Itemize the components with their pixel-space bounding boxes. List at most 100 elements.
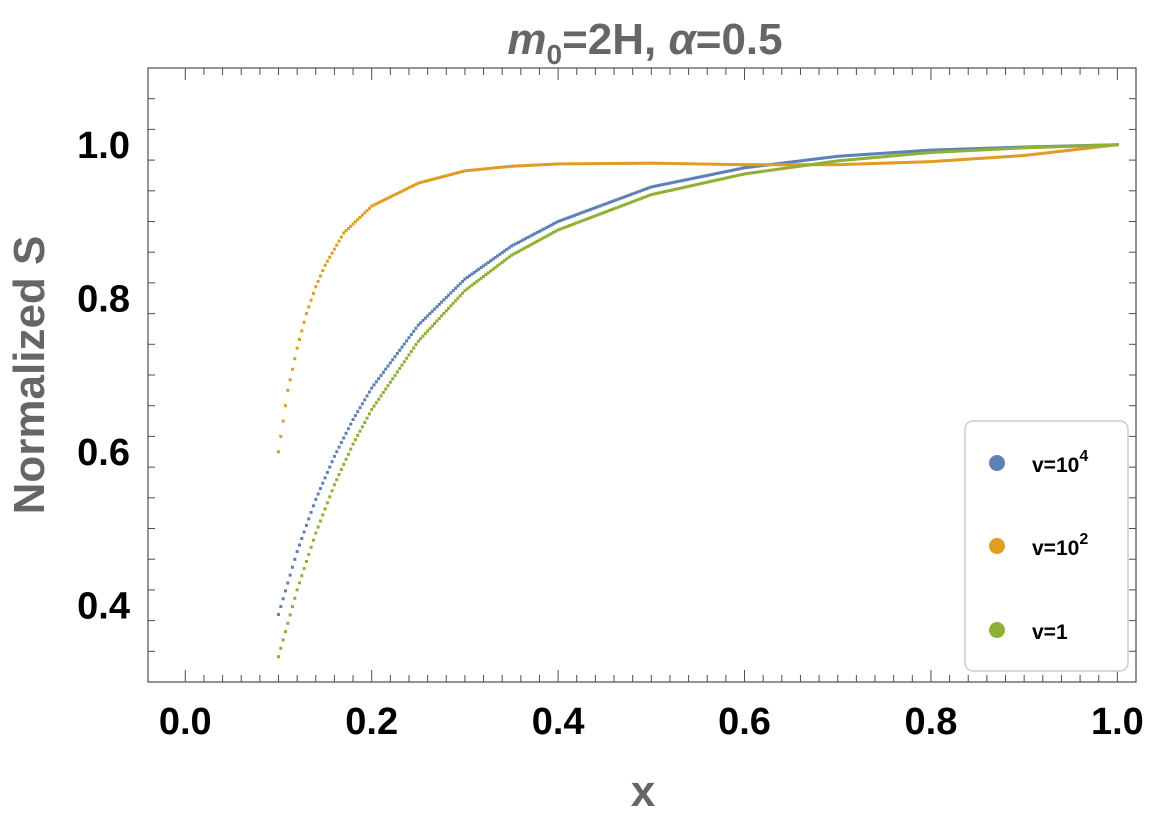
data-point [309, 298, 313, 302]
data-point [812, 162, 816, 166]
data-point [370, 204, 374, 208]
data-point [447, 293, 451, 297]
data-point [1048, 145, 1052, 149]
data-point [682, 178, 686, 182]
data-point [523, 164, 527, 168]
data-point [712, 172, 716, 176]
data-point [1097, 145, 1101, 149]
data-point [554, 162, 558, 166]
data-point [770, 163, 774, 167]
data-point [603, 210, 607, 214]
data-point [705, 180, 709, 184]
data-point [370, 408, 374, 412]
data-point [689, 184, 693, 188]
data-point [279, 434, 283, 438]
data-point [915, 160, 919, 164]
data-point [738, 163, 742, 167]
data-point [845, 162, 849, 166]
data-point [1024, 146, 1028, 150]
data-point [845, 158, 849, 162]
data-point [414, 343, 418, 347]
data-point [537, 163, 541, 167]
data-point [1111, 143, 1115, 147]
data-point [952, 149, 956, 153]
data-point [1092, 145, 1096, 149]
data-point [276, 612, 280, 616]
data-point [677, 162, 681, 166]
data-point [568, 162, 572, 166]
data-point [561, 218, 565, 222]
data-point [819, 156, 823, 160]
data-point [955, 158, 959, 162]
data-point [1069, 148, 1073, 152]
data-point [325, 259, 329, 263]
data-point [777, 163, 781, 167]
data-point [703, 174, 707, 178]
data-point [363, 398, 367, 402]
data-point [717, 178, 721, 182]
data-point [980, 148, 984, 152]
data-point [857, 157, 861, 161]
data-point [878, 155, 882, 159]
data-point [321, 513, 325, 517]
data-point [964, 147, 968, 151]
data-point [561, 226, 565, 230]
data-point [440, 314, 444, 318]
data-point [631, 192, 635, 196]
data-point [847, 158, 851, 162]
data-point [775, 167, 779, 171]
legend-marker-v1e4 [989, 455, 1005, 471]
data-point [1090, 146, 1094, 150]
data-point [484, 167, 488, 171]
data-point [971, 148, 975, 152]
data-point [358, 406, 362, 410]
data-point [1071, 148, 1075, 152]
data-point [325, 470, 329, 474]
data-point [1043, 151, 1047, 155]
data-point [568, 215, 572, 219]
data-point [675, 187, 679, 191]
data-point [472, 282, 476, 286]
data-point [519, 248, 523, 252]
data-point [868, 156, 872, 160]
data-point [463, 277, 467, 281]
data-point [579, 219, 583, 223]
data-point [990, 147, 994, 151]
data-point [533, 232, 537, 236]
data-point [754, 164, 758, 168]
data-point [295, 550, 299, 554]
data-point [551, 222, 555, 226]
data-point [929, 148, 933, 152]
data-point [920, 160, 924, 164]
data-point [307, 517, 311, 521]
data-point [316, 279, 320, 283]
data-point [300, 329, 304, 333]
data-point [929, 160, 933, 164]
data-point [575, 213, 579, 217]
data-point [978, 156, 982, 160]
data-point [701, 181, 705, 185]
data-point [997, 147, 1001, 151]
data-point [477, 167, 481, 171]
data-point [710, 172, 714, 176]
data-point [430, 324, 434, 328]
data-point [598, 204, 602, 208]
data-point [873, 152, 877, 156]
data-point [1087, 144, 1091, 148]
data-point [868, 152, 872, 156]
data-point [819, 161, 823, 165]
data-point [367, 206, 371, 210]
data-point [838, 159, 842, 163]
data-point [871, 156, 875, 160]
data-point [817, 161, 821, 165]
data-point [745, 163, 749, 167]
data-point [680, 162, 684, 166]
data-point [696, 162, 700, 166]
data-point [635, 190, 639, 194]
data-point [302, 530, 306, 534]
data-point [342, 231, 346, 235]
data-point [663, 161, 667, 165]
data-point [645, 194, 649, 198]
data-point [442, 311, 446, 315]
